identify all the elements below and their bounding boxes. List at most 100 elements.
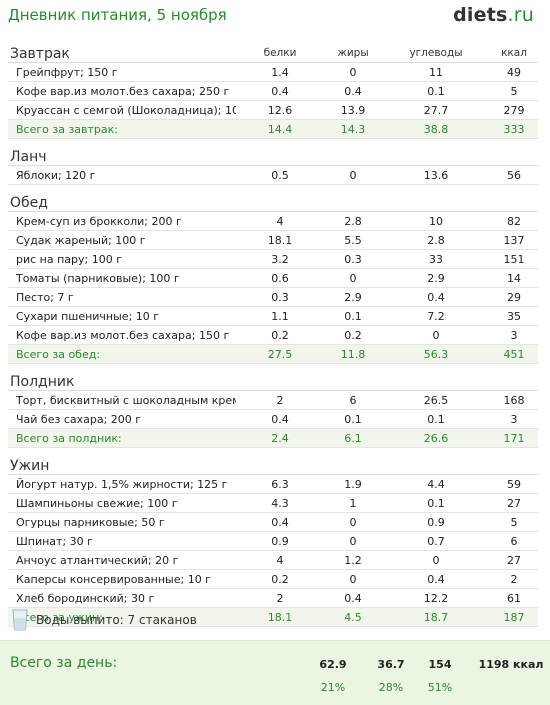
food-name[interactable]: Песто; 7 г (16, 290, 74, 304)
food-carbs: 4.4 (427, 477, 445, 491)
water-text: Воды выпито: 7 стаканов (36, 613, 197, 627)
food-row[interactable]: Чай без сахара; 200 г 0.4 0.1 0.1 3 (8, 410, 538, 429)
food-fat: 1.2 (344, 553, 362, 567)
food-row[interactable]: Торт, бисквитный с шоколадным кремом; 50… (8, 391, 538, 410)
meal-total-protein: 27.5 (267, 347, 293, 361)
food-fat: 0.2 (344, 328, 362, 342)
food-row[interactable]: Хлеб бородинский; 30 г 2 0.4 12.2 61 (8, 589, 538, 608)
food-kcal: 27 (507, 496, 521, 510)
food-name[interactable]: Яблоки; 120 г (16, 168, 96, 182)
food-name[interactable]: Хлеб бородинский; 30 г (16, 591, 155, 605)
food-row[interactable]: Йогурт натур. 1,5% жирности; 125 г 6.3 1.9… (8, 475, 538, 494)
food-protein: 0.2 (271, 328, 289, 342)
food-kcal: 168 (503, 393, 525, 407)
food-fat: 0 (349, 534, 357, 548)
food-fat: 0 (349, 271, 357, 285)
food-row[interactable]: Крем-суп из брокколи; 200 г 4 2.8 10 82 (8, 212, 538, 231)
food-row[interactable]: Шпинат; 30 г 0.9 0 0.7 6 (8, 532, 538, 551)
food-name[interactable]: Йогурт натур. 1,5% жирности; 125 г (16, 477, 228, 491)
food-name[interactable]: Шпинат; 30 г (16, 534, 93, 548)
food-fat: 0 (349, 168, 357, 182)
food-name[interactable]: Огурцы парниковые; 50 г (16, 515, 165, 529)
food-row[interactable]: Кофе вар.из молот.без сахара; 250 г 0.4 0.… (8, 82, 538, 101)
food-kcal: 137 (503, 233, 525, 247)
food-fat: 0.3 (344, 252, 362, 266)
food-fat: 13.9 (340, 103, 366, 117)
meal-total-fat: 11.8 (340, 347, 366, 361)
food-protein: 18.1 (267, 233, 293, 247)
food-carbs: 2.8 (427, 233, 445, 247)
food-kcal: 14 (507, 271, 521, 285)
site-logo[interactable]: diets.ru (453, 4, 534, 26)
day-carbs-pct: 51% (427, 681, 453, 694)
food-carbs: 0.1 (427, 412, 445, 426)
food-row[interactable]: Анчоус атлантический; 20 г 4 1.2 0 27 (8, 551, 538, 570)
food-carbs: 12.2 (423, 591, 449, 605)
food-carbs: 0.4 (427, 290, 445, 304)
food-row[interactable]: Круассан с семгой (Шоколадница); 100 г 12… (8, 101, 538, 120)
food-row[interactable]: Томаты (парниковые); 100 г 0.6 0 2.9 14 (8, 269, 538, 288)
food-name[interactable]: Торт, бисквитный с шоколадным кремом; 50… (16, 393, 236, 407)
food-protein: 6.3 (271, 477, 289, 491)
food-name[interactable]: Сухари пшеничные; 10 г (16, 309, 160, 323)
day-total-protein: 62.9 (319, 658, 347, 671)
day-total-fat: 36.7 (377, 658, 405, 671)
food-carbs: 27.7 (423, 103, 449, 117)
food-carbs: 13.6 (423, 168, 449, 182)
food-fat: 0 (349, 572, 357, 586)
food-name[interactable]: рис на пару; 100 г (16, 252, 123, 266)
food-name[interactable]: Грейпфрут; 150 г (16, 65, 118, 79)
food-protein: 0.9 (271, 534, 289, 548)
meal-total-carbs: 18.7 (423, 610, 449, 624)
food-protein: 4.3 (271, 496, 289, 510)
meal-title: Обед (10, 195, 48, 211)
food-kcal: 6 (510, 534, 518, 548)
food-name[interactable]: Судак жареный; 100 г (16, 233, 146, 247)
food-row[interactable]: Сухари пшеничные; 10 г 1.1 0.1 7.2 35 (8, 307, 538, 326)
day-total-kcal: 1198 ккал (478, 658, 544, 671)
food-carbs: 0.4 (427, 572, 445, 586)
food-name[interactable]: Крем-суп из брокколи; 200 г (16, 214, 182, 228)
meal-section: Ланч Яблоки; 120 г 0.5 0 13.6 56 (8, 143, 538, 185)
food-row[interactable]: Грейпфрут; 150 г 1.4 0 11 49 (8, 63, 538, 82)
food-name[interactable]: Томаты (парниковые); 100 г (16, 271, 180, 285)
food-protein: 2 (276, 591, 284, 605)
food-row[interactable]: Огурцы парниковые; 50 г 0.4 0 0.9 5 (8, 513, 538, 532)
food-name[interactable]: Круассан с семгой (Шоколадница); 100 г (16, 103, 236, 117)
food-row[interactable]: Кофе вар.из молот.без сахара; 150 г 0.2 0.… (8, 326, 538, 345)
food-protein: 1.1 (271, 309, 289, 323)
food-name[interactable]: Кофе вар.из молот.без сахара; 150 г (16, 328, 230, 342)
food-row[interactable]: Песто; 7 г 0.3 2.9 0.4 29 (8, 288, 538, 307)
food-row[interactable]: Яблоки; 120 г 0.5 0 13.6 56 (8, 166, 538, 185)
meal-total-carbs: 26.6 (423, 431, 449, 445)
food-protein: 0.6 (271, 271, 289, 285)
meal-total-label: Всего за ужин: (16, 610, 103, 624)
food-row[interactable]: рис на пару; 100 г 3.2 0.3 33 151 (8, 250, 538, 269)
meals-table: Завтрак белки жиры углеводы ккал Грейпфрут; 1… (8, 42, 538, 631)
food-fat: 0.4 (344, 591, 362, 605)
food-protein: 0.3 (271, 290, 289, 304)
food-name[interactable]: Анчоус атлантический; 20 г (16, 553, 179, 567)
meal-total-kcal: 187 (503, 610, 525, 624)
food-fat: 1.9 (344, 477, 362, 491)
food-carbs: 0.7 (427, 534, 445, 548)
food-carbs: 0 (432, 553, 440, 567)
food-row[interactable]: Шампиньоны свежие; 100 г 4.3 1 0.1 27 (8, 494, 538, 513)
meal-section: Ужин Йогурт натур. 1,5% жирности; 125 г 6.… (8, 452, 538, 627)
food-kcal: 279 (503, 103, 525, 117)
meal-section: Завтрак белки жиры углеводы ккал Грейпфрут; 1… (8, 42, 538, 139)
food-name[interactable]: Чай без сахара; 200 г (16, 412, 142, 426)
food-name[interactable]: Шампиньоны свежие; 100 г (16, 496, 178, 510)
food-carbs: 26.5 (423, 393, 449, 407)
day-protein-pct: 21% (320, 681, 346, 694)
food-name[interactable]: Кофе вар.из молот.без сахара; 250 г (16, 84, 230, 98)
food-carbs: 2.9 (427, 271, 445, 285)
food-name[interactable]: Каперсы консервированные; 10 г (16, 572, 211, 586)
column-header-carbs: углеводы (409, 47, 463, 59)
water-summary: Воды выпито: 7 стаканов (8, 606, 538, 634)
food-protein: 0.2 (271, 572, 289, 586)
food-row[interactable]: Каперсы консервированные; 10 г 0.2 0 0.4 2 (8, 570, 538, 589)
meal-total-protein: 14.4 (267, 122, 293, 136)
food-row[interactable]: Судак жареный; 100 г 18.1 5.5 2.8 137 (8, 231, 538, 250)
food-fat: 0.4 (344, 84, 362, 98)
